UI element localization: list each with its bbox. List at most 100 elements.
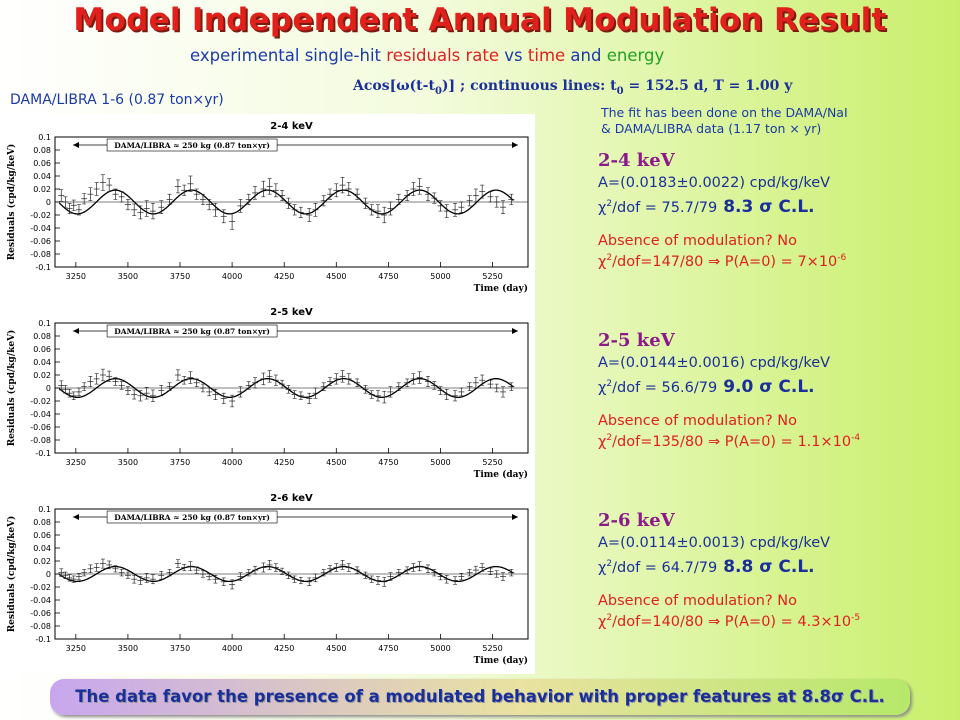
energy-range: 2-6 keV	[598, 510, 675, 531]
x-tick-label: 4250	[274, 644, 294, 653]
y-tick-label: -0.08	[30, 622, 51, 631]
chi-sup: 2	[606, 379, 613, 390]
y-tick-label: 0.1	[38, 505, 51, 514]
x-tick-label: 4250	[274, 272, 294, 281]
chi-symbol: χ	[598, 200, 607, 216]
annotation-arrowhead	[512, 142, 518, 148]
annotation-box	[106, 510, 278, 524]
fit-curve	[58, 565, 514, 583]
chart-panel-2: 2-5 keV -0.1 -0.08 -0.06 -0.04 -0.02 0 0.02 0.04…	[6, 307, 529, 480]
x-tick-label: 3250	[66, 458, 86, 467]
fit-note: The fit has been done on the DAMA/NaI & …	[601, 105, 848, 137]
y-tick-label: 0.06	[33, 345, 51, 354]
y-tick-label: 0	[46, 384, 51, 393]
fit-curve	[58, 377, 514, 399]
x-tick-label: 5250	[482, 644, 502, 653]
x-tick-label: 4500	[326, 272, 346, 281]
absence-question: Absence of modulation? No	[598, 233, 797, 249]
annotation-arrowhead	[73, 328, 79, 334]
result-block-2-4kev: 2-4 keV A=(0.0183±0.0022) cpd/kg/keV χ2/…	[598, 150, 846, 270]
x-tick-label: 4500	[326, 644, 346, 653]
chi-value: /dof = 75.7/79	[612, 200, 718, 216]
chi-null-value: /dof=147/80 ⇒ P(A=0) = 7×10	[612, 253, 838, 270]
chi2-null: χ2/dof=140/80 ⇒ P(A=0) = 4.3×10-5	[598, 613, 860, 630]
y-tick-label: -0.02	[30, 211, 51, 220]
confidence-level: 9.0 σ C.L.	[723, 377, 815, 397]
y-tick-label: 0.02	[33, 185, 51, 194]
fit-curve	[58, 189, 514, 215]
energy-range: 2-5 keV	[598, 330, 675, 351]
y-tick-label: 0.02	[33, 371, 51, 380]
y-tick-label: -0.08	[30, 250, 51, 259]
chi-null-value: /dof=135/80 ⇒ P(A=0) = 1.1×10	[612, 433, 852, 450]
fit-formula: Acos[ω(t-t0)] ; continuous lines: t0 = 1…	[353, 78, 792, 97]
subtitle-residuals: residuals rate	[386, 46, 500, 65]
chi-symbol: χ	[598, 253, 607, 270]
chi-sup: 2	[606, 559, 613, 570]
panel-title: 2-5 keV	[270, 307, 313, 318]
chi-sup: 2	[606, 433, 613, 443]
annotation-label: DAMA/LIBRA ≈ 250 kg (0.87 ton×yr)	[114, 327, 270, 336]
x-tick-label: 4750	[378, 458, 398, 467]
page-title: Model Independent Annual Modulation Resu…	[73, 2, 887, 38]
x-tick-label: 3500	[118, 272, 138, 281]
annotation-arrowhead	[73, 514, 79, 520]
y-axis-label: Residuals (cpd/kg/keV)	[6, 330, 17, 447]
chi-symbol: χ	[598, 613, 607, 630]
x-tick-label: 5000	[430, 458, 450, 467]
y-tick-label: -0.04	[30, 596, 51, 605]
annotation-arrowhead	[512, 514, 518, 520]
y-tick-label: 0.08	[33, 146, 51, 155]
x-tick-label: 3250	[66, 644, 86, 653]
x-tick-label: 3750	[170, 272, 190, 281]
y-tick-label: 0	[46, 198, 51, 207]
subtitle-time: time	[527, 46, 566, 65]
probability-exponent: -6	[837, 253, 847, 263]
y-tick-label: -0.02	[30, 583, 51, 592]
formula-part: = 152.5 d, T = 1.00 y	[623, 78, 793, 94]
chi2-null: χ2/dof=147/80 ⇒ P(A=0) = 7×10-6	[598, 253, 846, 270]
x-axis-label: Time (day)	[474, 469, 528, 480]
y-tick-label: -0.06	[30, 237, 51, 246]
y-tick-label: 0.08	[33, 332, 51, 341]
amplitude-value: A=(0.0183±0.0022) cpd/kg/keV	[598, 175, 831, 191]
subtitle-energy: energy	[606, 46, 665, 65]
x-tick-label: 5000	[430, 644, 450, 653]
annotation-arrowhead	[73, 142, 79, 148]
annotation-arrowhead	[512, 328, 518, 334]
subtitle-part: and	[565, 46, 607, 65]
chi-sup: 2	[606, 253, 613, 263]
y-tick-label: -0.1	[35, 263, 51, 272]
confidence-level: 8.3 σ C.L.	[723, 197, 815, 217]
chi2-fit: χ2/dof = 56.6/79 9.0 σ C.L.	[598, 377, 860, 397]
x-tick-label: 4750	[378, 644, 398, 653]
chi-symbol: χ	[598, 560, 607, 576]
chi-sup: 2	[606, 199, 613, 210]
chi-value: /dof = 56.6/79	[612, 380, 718, 396]
y-tick-label: -0.04	[30, 224, 51, 233]
amplitude-value: A=(0.0144±0.0016) cpd/kg/keV	[598, 355, 831, 371]
x-axis-label: Time (day)	[474, 655, 528, 666]
probability-exponent: -4	[851, 433, 861, 443]
chi-symbol: χ	[598, 380, 607, 396]
y-axis-label: Residuals (cpd/kg/keV)	[6, 516, 17, 633]
fit-note-line: The fit has been done on the DAMA/NaI	[601, 105, 848, 120]
chi2-null: χ2/dof=135/80 ⇒ P(A=0) = 1.1×10-4	[598, 433, 860, 450]
x-tick-label: 4000	[222, 644, 242, 653]
formula-part: )] ; continuous lines: t	[441, 78, 617, 94]
energy-range: 2-4 keV	[598, 150, 675, 171]
plots-panel: 2-4 keV -0.1 -0.08 -0.06 -0.04 -0.02 0 0.02 0.04…	[0, 114, 535, 674]
x-tick-label: 3250	[66, 272, 86, 281]
absence-question: Absence of modulation? No	[598, 413, 797, 429]
chi-value: /dof = 64.7/79	[612, 560, 718, 576]
confidence-level: 8.8 σ C.L.	[723, 557, 815, 577]
residual-plots: 2-4 keV -0.1 -0.08 -0.06 -0.04 -0.02 0 0.02 0.04…	[6, 121, 529, 666]
chart-panel-1: 2-4 keV -0.1 -0.08 -0.06 -0.04 -0.02 0 0.02 0.04…	[6, 121, 529, 294]
subtitle: experimental single-hit residuals rate v…	[190, 46, 664, 65]
chi-sup: 2	[606, 613, 613, 623]
y-tick-label: 0.02	[33, 557, 51, 566]
y-tick-label: -0.08	[30, 436, 51, 445]
chart-panel-3: 2-6 keV -0.1 -0.08 -0.06 -0.04 -0.02 0 0.02 0.04…	[6, 493, 529, 666]
x-tick-label: 5000	[430, 272, 450, 281]
x-tick-label: 4250	[274, 458, 294, 467]
